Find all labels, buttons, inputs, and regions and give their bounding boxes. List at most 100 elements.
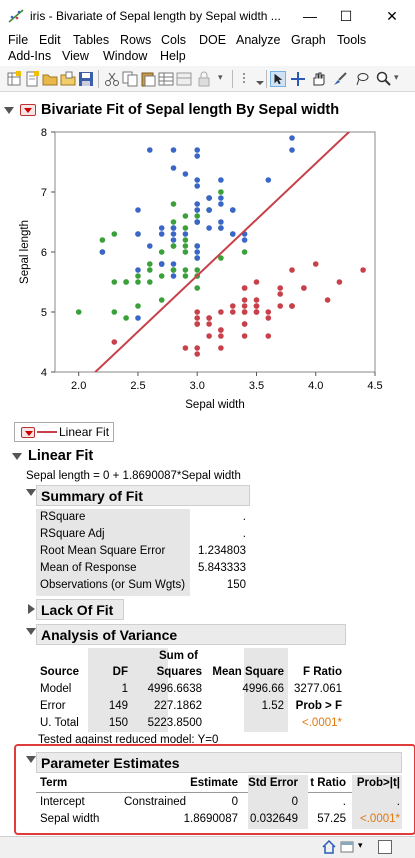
menu-graph[interactable]: Graph xyxy=(291,33,326,47)
menu-help[interactable]: Help xyxy=(160,49,186,63)
menu-rows[interactable]: Rows xyxy=(120,33,152,47)
menu-analyze[interactable]: Analyze xyxy=(236,33,281,47)
data-point xyxy=(99,249,106,255)
window-list-icon[interactable] xyxy=(340,840,354,854)
toolbar-overflow-icon[interactable]: ▾ xyxy=(218,72,223,82)
menu-window[interactable]: Window xyxy=(103,49,148,63)
data-point xyxy=(241,321,248,327)
param-cell-se: 0 xyxy=(291,796,298,808)
data-point xyxy=(230,231,236,237)
lack-of-fit-header[interactable] xyxy=(28,604,41,614)
brush-tool-icon[interactable] xyxy=(332,71,348,87)
data-point xyxy=(99,237,106,243)
data-point xyxy=(312,261,319,267)
summary-row-label: Observations (or Sum Wgts) xyxy=(40,579,186,591)
data-point xyxy=(182,243,189,249)
data-point xyxy=(218,309,224,315)
lack-of-fit-title[interactable]: Lack Of Fit xyxy=(36,599,124,620)
lasso-tool-icon[interactable] xyxy=(354,71,370,87)
data-point xyxy=(170,201,177,207)
parameter-estimates-header[interactable] xyxy=(26,756,42,763)
anova-cell-ss: 5223.8500 xyxy=(147,717,202,729)
new-script-icon[interactable] xyxy=(24,71,40,87)
data-point xyxy=(277,285,284,291)
maximize-button[interactable]: ☐ xyxy=(339,8,353,24)
jmp-app-icon xyxy=(8,9,24,23)
summary-of-fit-header[interactable] xyxy=(26,489,42,496)
copy-icon[interactable] xyxy=(122,71,138,87)
toolbar-overflow-icon[interactable]: ▾ xyxy=(394,72,399,82)
red-triangle-menu-icon[interactable] xyxy=(21,426,35,438)
status-dropdown-icon[interactable]: ▾ xyxy=(358,840,363,850)
summary-of-fit-title[interactable]: Summary of Fit xyxy=(36,485,250,506)
status-box-icon[interactable] xyxy=(378,840,392,854)
anova-header[interactable] xyxy=(26,628,42,635)
open-folder-icon[interactable] xyxy=(42,71,58,87)
anova-table: Source DF Sum of Squares Mean Square F R… xyxy=(36,648,346,732)
new-data-table-icon[interactable] xyxy=(6,71,22,87)
legend-label: Linear Fit xyxy=(59,425,110,439)
arrow-tool-icon[interactable] xyxy=(270,71,286,87)
header-prob: Prob>|t| xyxy=(356,777,400,789)
linear-fit-header[interactable]: Linear Fit xyxy=(12,448,93,464)
grabber-hand-icon[interactable] xyxy=(310,71,326,87)
red-triangle-menu-icon[interactable] xyxy=(20,104,36,116)
summary-row-label: RSquare Adj xyxy=(40,528,105,540)
data-point xyxy=(147,261,153,267)
table-settings-icon[interactable] xyxy=(176,71,192,87)
data-point xyxy=(170,267,177,273)
data-point xyxy=(301,285,307,291)
cut-icon[interactable] xyxy=(104,71,120,87)
disclosure-icon[interactable] xyxy=(26,489,36,496)
parameter-estimates-title[interactable]: Parameter Estimates xyxy=(36,752,402,773)
minimize-button[interactable]: — xyxy=(303,8,317,24)
data-point xyxy=(158,261,165,267)
disclosure-icon[interactable] xyxy=(12,452,22,460)
data-point xyxy=(218,333,224,339)
data-point xyxy=(206,195,212,201)
fit-line xyxy=(93,132,351,372)
data-point xyxy=(289,303,295,309)
menu-doe[interactable]: DOE xyxy=(199,33,227,47)
data-table-icon[interactable] xyxy=(158,71,174,87)
menu-tables[interactable]: Tables xyxy=(73,33,110,47)
disclosure-icon[interactable] xyxy=(26,756,36,763)
disclosure-icon[interactable] xyxy=(28,604,35,614)
data-point xyxy=(194,207,200,213)
fit-legend[interactable]: Linear Fit xyxy=(14,422,114,442)
menu-add-ins[interactable]: Add-Ins xyxy=(8,49,52,63)
header-t-ratio: t Ratio xyxy=(310,777,346,789)
data-point xyxy=(241,237,248,243)
data-point xyxy=(135,315,141,321)
bivariate-scatter-plot[interactable]: 2.0 2.5 3.0 3.5 4.0 4.5 4 5 6 7 8 Sepal width Sepal … xyxy=(0,122,415,422)
crosshair-tool-icon[interactable] xyxy=(290,71,306,87)
y-tick-label: 8 xyxy=(41,127,47,139)
data-point xyxy=(182,345,189,351)
menu-tools[interactable]: Tools xyxy=(337,33,367,47)
data-point xyxy=(182,171,189,177)
x-tick-label: 4.5 xyxy=(367,380,382,392)
menu-view[interactable]: View xyxy=(62,49,89,63)
menu-cols[interactable]: Cols xyxy=(161,33,187,47)
menu-edit[interactable]: Edit xyxy=(39,33,61,47)
magnifier-icon[interactable] xyxy=(376,71,392,87)
data-point xyxy=(194,153,200,159)
data-point xyxy=(194,201,200,207)
header-f: F Ratio xyxy=(303,666,342,678)
open-file-icon[interactable] xyxy=(60,71,76,87)
toolbar-separator xyxy=(232,70,233,88)
bivariate-report-header[interactable]: Bivariate Fit of Sepal length By Sepal w… xyxy=(4,102,339,118)
lock-icon[interactable] xyxy=(196,71,212,87)
paste-icon[interactable] xyxy=(140,71,156,87)
disclosure-icon[interactable] xyxy=(26,628,36,635)
save-icon[interactable] xyxy=(78,71,94,87)
param-cell-estimate: 0 xyxy=(231,796,238,808)
toolbar-dropdown-icon[interactable] xyxy=(252,71,268,87)
close-button[interactable]: ✕ xyxy=(386,8,398,24)
disclosure-icon[interactable] xyxy=(4,106,14,114)
home-icon[interactable] xyxy=(322,840,336,854)
anova-title[interactable]: Analysis of Variance xyxy=(36,624,346,645)
menu-file[interactable]: File xyxy=(8,33,29,47)
y-tick-label: 4 xyxy=(41,367,47,379)
data-point xyxy=(194,249,200,255)
